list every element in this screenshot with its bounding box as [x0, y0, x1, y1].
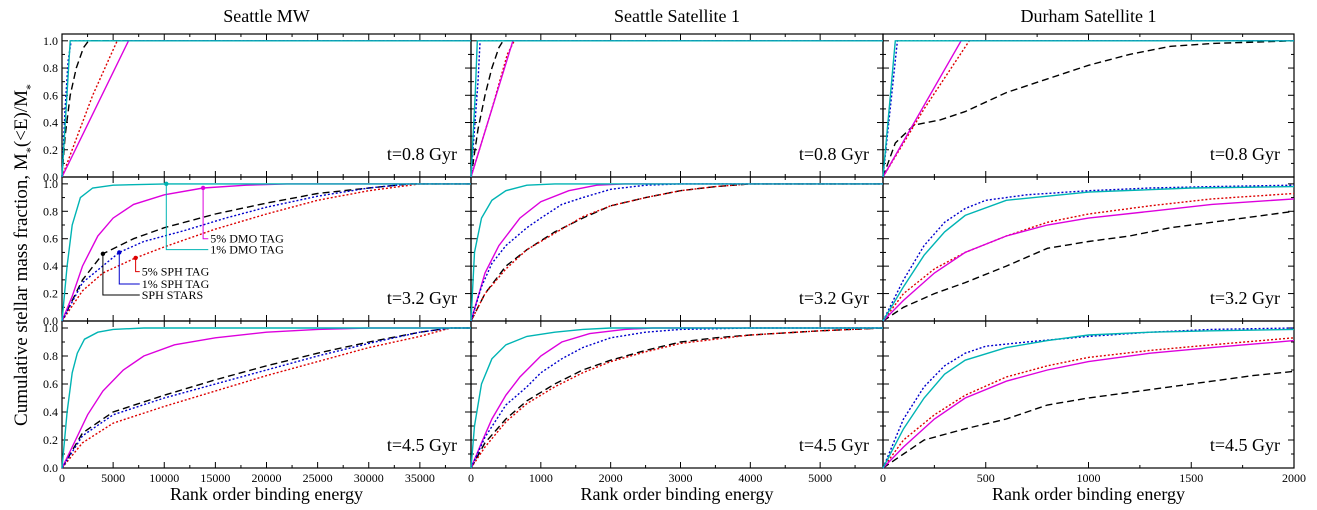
- annotation-label: 1% SPH TAG: [142, 277, 210, 291]
- annotation-leader: [165, 183, 209, 251]
- x-tick-label: 1500: [1179, 471, 1203, 485]
- series-line-sph-stars: [882, 370, 1295, 469]
- series-line-dmo-5pct: [882, 198, 1295, 322]
- x-axis-label: Rank order binding energy: [992, 484, 1185, 504]
- series-line-sph-stars: [61, 327, 471, 469]
- annotation-label: 1% DMO TAG: [210, 243, 284, 257]
- annotation-label: 5% DMO TAG: [210, 232, 284, 246]
- series-line-sph-5pct: [470, 183, 883, 322]
- y-tick-label: 0.8: [43, 61, 58, 75]
- x-axis-label: Rank order binding energy: [580, 484, 773, 504]
- series-line-sph-5pct: [61, 327, 471, 469]
- series-line-sph-stars: [61, 183, 471, 322]
- annotation-label: 5% SPH TAG: [142, 265, 210, 279]
- series-line-sph-5pct: [61, 183, 471, 322]
- series-line-sph-5pct: [882, 40, 1294, 178]
- column-title: Seattle Satellite 1: [614, 6, 740, 26]
- time-label: t=4.5 Gyr: [799, 435, 869, 455]
- series-line-dmo-1pct: [882, 40, 1294, 178]
- series-line-dmo-1pct: [882, 328, 1295, 469]
- x-tick-label: 25000: [303, 471, 333, 485]
- x-tick-label: 500: [977, 471, 995, 485]
- annotation-leader: [202, 187, 209, 240]
- y-tick-label: 0.6: [43, 88, 58, 102]
- x-tick-label: 0: [468, 471, 474, 485]
- x-tick-label: 5000: [101, 471, 125, 485]
- series-line-sph-stars: [470, 183, 883, 322]
- column-title: Seattle MW: [223, 6, 309, 26]
- series-line-dmo-1pct: [61, 327, 471, 469]
- series-line-sph-stars: [470, 327, 884, 469]
- x-tick-label: 4000: [738, 471, 762, 485]
- series-line-sph-1pct: [882, 184, 1295, 322]
- time-label: t=3.2 Gyr: [1210, 288, 1280, 308]
- series-line-dmo-5pct: [882, 339, 1295, 469]
- x-tick-label: 30000: [354, 471, 384, 485]
- y-tick-label: 0.0: [43, 314, 58, 328]
- time-label: t=3.2 Gyr: [799, 288, 869, 308]
- x-tick-label: 0: [59, 471, 65, 485]
- y-tick-label: 0.2: [43, 143, 58, 157]
- annotation-leader: [118, 252, 140, 285]
- series-line-sph-stars: [882, 210, 1295, 322]
- x-tick-label: 0: [880, 471, 886, 485]
- y-tick-label: 0.6: [43, 377, 58, 391]
- y-tick-label: 0.4: [43, 116, 58, 130]
- annotation-leader: [135, 257, 140, 273]
- x-axis-label: Rank order binding energy: [170, 484, 363, 504]
- series-line-sph-stars: [470, 40, 883, 178]
- series-line-sph-stars: [61, 40, 471, 178]
- series-line-dmo-5pct: [470, 327, 883, 469]
- y-tick-label: 0.2: [43, 287, 58, 301]
- y-tick-label: 1.0: [43, 321, 58, 335]
- x-tick-label: 1000: [1077, 471, 1101, 485]
- series-line-dmo-5pct: [61, 327, 471, 469]
- series-line-dmo-1pct: [470, 183, 883, 322]
- x-tick-label: 10000: [149, 471, 179, 485]
- y-tick-label: 0.8: [43, 204, 58, 218]
- time-label: t=0.8 Gyr: [799, 144, 869, 164]
- time-label: t=4.5 Gyr: [387, 435, 457, 455]
- series-line-dmo-5pct: [61, 183, 471, 322]
- x-tick-label: 20000: [252, 471, 282, 485]
- y-tick-label: 0.2: [43, 433, 58, 447]
- series-line-sph-5pct: [882, 337, 1295, 469]
- x-tick-label: 2000: [1282, 471, 1306, 485]
- series-line-sph-1pct: [470, 183, 883, 322]
- y-axis-label: Cumulative stellar mass fraction, M*(<E)…: [11, 84, 37, 426]
- y-tick-label: 0.8: [43, 349, 58, 363]
- x-tick-label: 1000: [529, 471, 553, 485]
- x-tick-label: 15000: [200, 471, 230, 485]
- series-line-dmo-1pct: [470, 40, 883, 178]
- series-line-dmo-1pct: [61, 183, 471, 322]
- series-line-sph-5pct: [882, 192, 1295, 322]
- time-label: t=0.8 Gyr: [1210, 144, 1280, 164]
- x-tick-label: 3000: [668, 471, 692, 485]
- column-title: Durham Satellite 1: [1021, 6, 1157, 26]
- series-line-sph-1pct: [470, 327, 883, 469]
- series-line-dmo-1pct: [61, 40, 471, 178]
- series-line-dmo-1pct: [470, 327, 883, 469]
- annotation-label: SPH STARS: [142, 288, 203, 302]
- time-label: t=3.2 Gyr: [387, 288, 457, 308]
- time-label: t=0.8 Gyr: [387, 144, 457, 164]
- y-tick-label: 1.0: [43, 177, 58, 191]
- y-tick-label: 1.0: [43, 34, 58, 48]
- x-tick-label: 5000: [808, 471, 832, 485]
- series-line-dmo-1pct: [882, 185, 1295, 322]
- y-tick-label: 0.4: [43, 405, 58, 419]
- y-tick-label: 0.0: [43, 170, 58, 184]
- series-line-sph-5pct: [470, 327, 884, 469]
- y-tick-label: 0.0: [43, 461, 58, 475]
- x-tick-label: 35000: [405, 471, 435, 485]
- x-tick-label: 2000: [599, 471, 623, 485]
- time-label: t=4.5 Gyr: [1210, 435, 1280, 455]
- y-tick-label: 0.6: [43, 232, 58, 246]
- y-tick-label: 0.4: [43, 259, 58, 273]
- annotation-leader: [102, 253, 140, 296]
